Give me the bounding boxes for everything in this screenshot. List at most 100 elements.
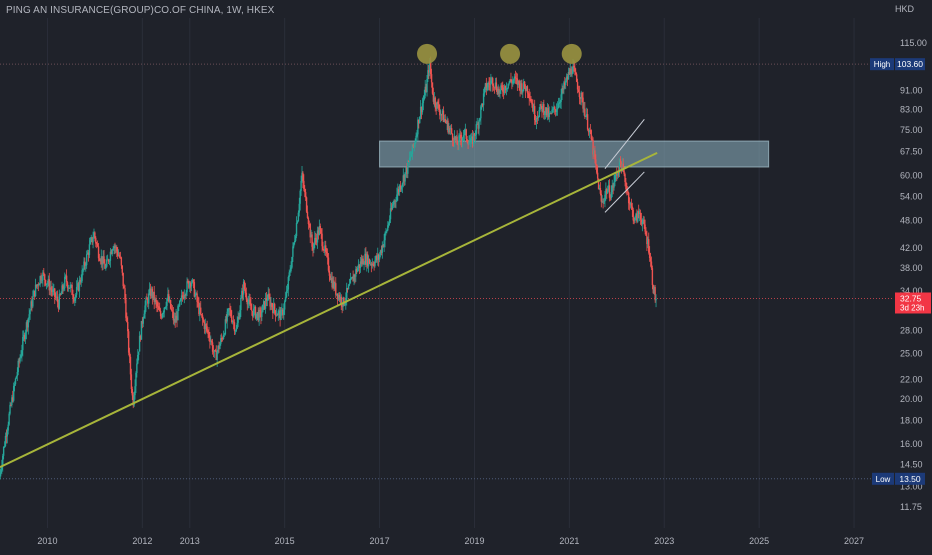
candle-body	[431, 82, 434, 94]
candle-body	[392, 204, 394, 206]
candle-body	[162, 312, 165, 315]
candle-body	[154, 298, 156, 302]
candle-body	[636, 213, 638, 222]
candle-body	[17, 360, 19, 373]
candle-body	[645, 231, 647, 236]
candle-body	[310, 234, 312, 238]
candle-body	[152, 291, 154, 298]
candle-body	[651, 268, 654, 286]
candle-body	[248, 299, 250, 302]
candle-body	[112, 248, 114, 251]
candle-body	[24, 332, 27, 340]
y-tick-label: 75.00	[900, 125, 923, 135]
candle-body	[579, 97, 582, 99]
candle-body	[473, 133, 476, 137]
candle-body	[597, 178, 600, 190]
candle-body	[104, 263, 106, 269]
candle-body	[129, 356, 132, 375]
candle-body	[531, 102, 533, 105]
y-tick-label: 22.00	[900, 374, 923, 384]
candle-body	[195, 293, 197, 295]
candle-body	[157, 306, 159, 308]
candle-body	[458, 135, 460, 146]
candle-body	[102, 256, 104, 265]
candle-body	[346, 287, 349, 290]
candle-body	[43, 272, 45, 275]
candle-body	[124, 288, 126, 300]
candle-body	[265, 298, 268, 301]
candle-body	[639, 212, 642, 220]
candle-body	[590, 130, 592, 140]
candle-body	[151, 288, 154, 298]
candle-body	[315, 237, 317, 240]
candle-body	[650, 261, 653, 269]
candle-body	[382, 245, 384, 247]
candle-body	[529, 98, 531, 100]
candle-body	[41, 280, 43, 281]
candle-body	[466, 139, 468, 142]
candle-body	[146, 298, 148, 300]
candle-body	[145, 298, 147, 306]
candle-body	[122, 272, 124, 287]
candle-body	[617, 172, 619, 176]
candle-body	[15, 376, 18, 379]
candle-body	[169, 300, 172, 309]
candle-body	[242, 290, 244, 295]
candle-body	[305, 197, 308, 212]
candle-body	[319, 226, 321, 230]
candle-body	[44, 274, 46, 281]
candle-body	[56, 296, 59, 303]
candle-body	[365, 253, 367, 265]
candle-body	[283, 301, 286, 310]
candle-body	[538, 109, 540, 118]
candle-body	[472, 133, 475, 145]
candle-body	[113, 246, 115, 249]
candle-body	[238, 317, 240, 319]
candle-body	[555, 109, 558, 112]
candle-body	[175, 315, 177, 323]
candle-body	[360, 261, 363, 265]
candle-body	[37, 284, 40, 286]
candle-body	[490, 80, 492, 85]
candle-body	[535, 117, 538, 122]
candle-body	[163, 307, 165, 313]
candle-body	[285, 291, 288, 298]
y-tick-label: 115.00	[900, 38, 927, 48]
candle-body	[286, 289, 289, 292]
candle-body	[264, 298, 267, 309]
candle-body	[297, 212, 300, 222]
candle-body	[323, 249, 325, 252]
candle-body	[560, 94, 562, 102]
countdown-label: 3d 23h	[900, 303, 924, 312]
candle-body	[315, 239, 318, 243]
candle-body	[229, 308, 231, 310]
candle-body	[93, 232, 95, 239]
candle-body	[88, 244, 91, 255]
candle-body	[171, 310, 174, 312]
candle-body	[235, 328, 238, 331]
candle-body	[27, 318, 29, 328]
candle-body	[361, 258, 363, 265]
candle-body	[381, 245, 384, 253]
candle-body	[485, 83, 488, 90]
candle-body	[349, 278, 352, 284]
candle-body	[613, 181, 615, 188]
candle-body	[545, 107, 548, 116]
candle-body	[409, 156, 412, 158]
candle-body	[38, 284, 40, 286]
candle-body	[525, 86, 528, 92]
candle-body	[311, 234, 313, 247]
candle-body	[18, 360, 20, 362]
candle-body	[494, 82, 497, 88]
candle-body	[561, 88, 563, 95]
candle-body	[453, 136, 456, 143]
candle-body	[228, 308, 230, 310]
candle-body	[48, 279, 50, 291]
candle-body	[322, 246, 324, 250]
candle-body	[633, 220, 635, 222]
candle-body	[450, 128, 453, 134]
candle-body	[215, 350, 217, 360]
candle-body	[484, 83, 487, 88]
